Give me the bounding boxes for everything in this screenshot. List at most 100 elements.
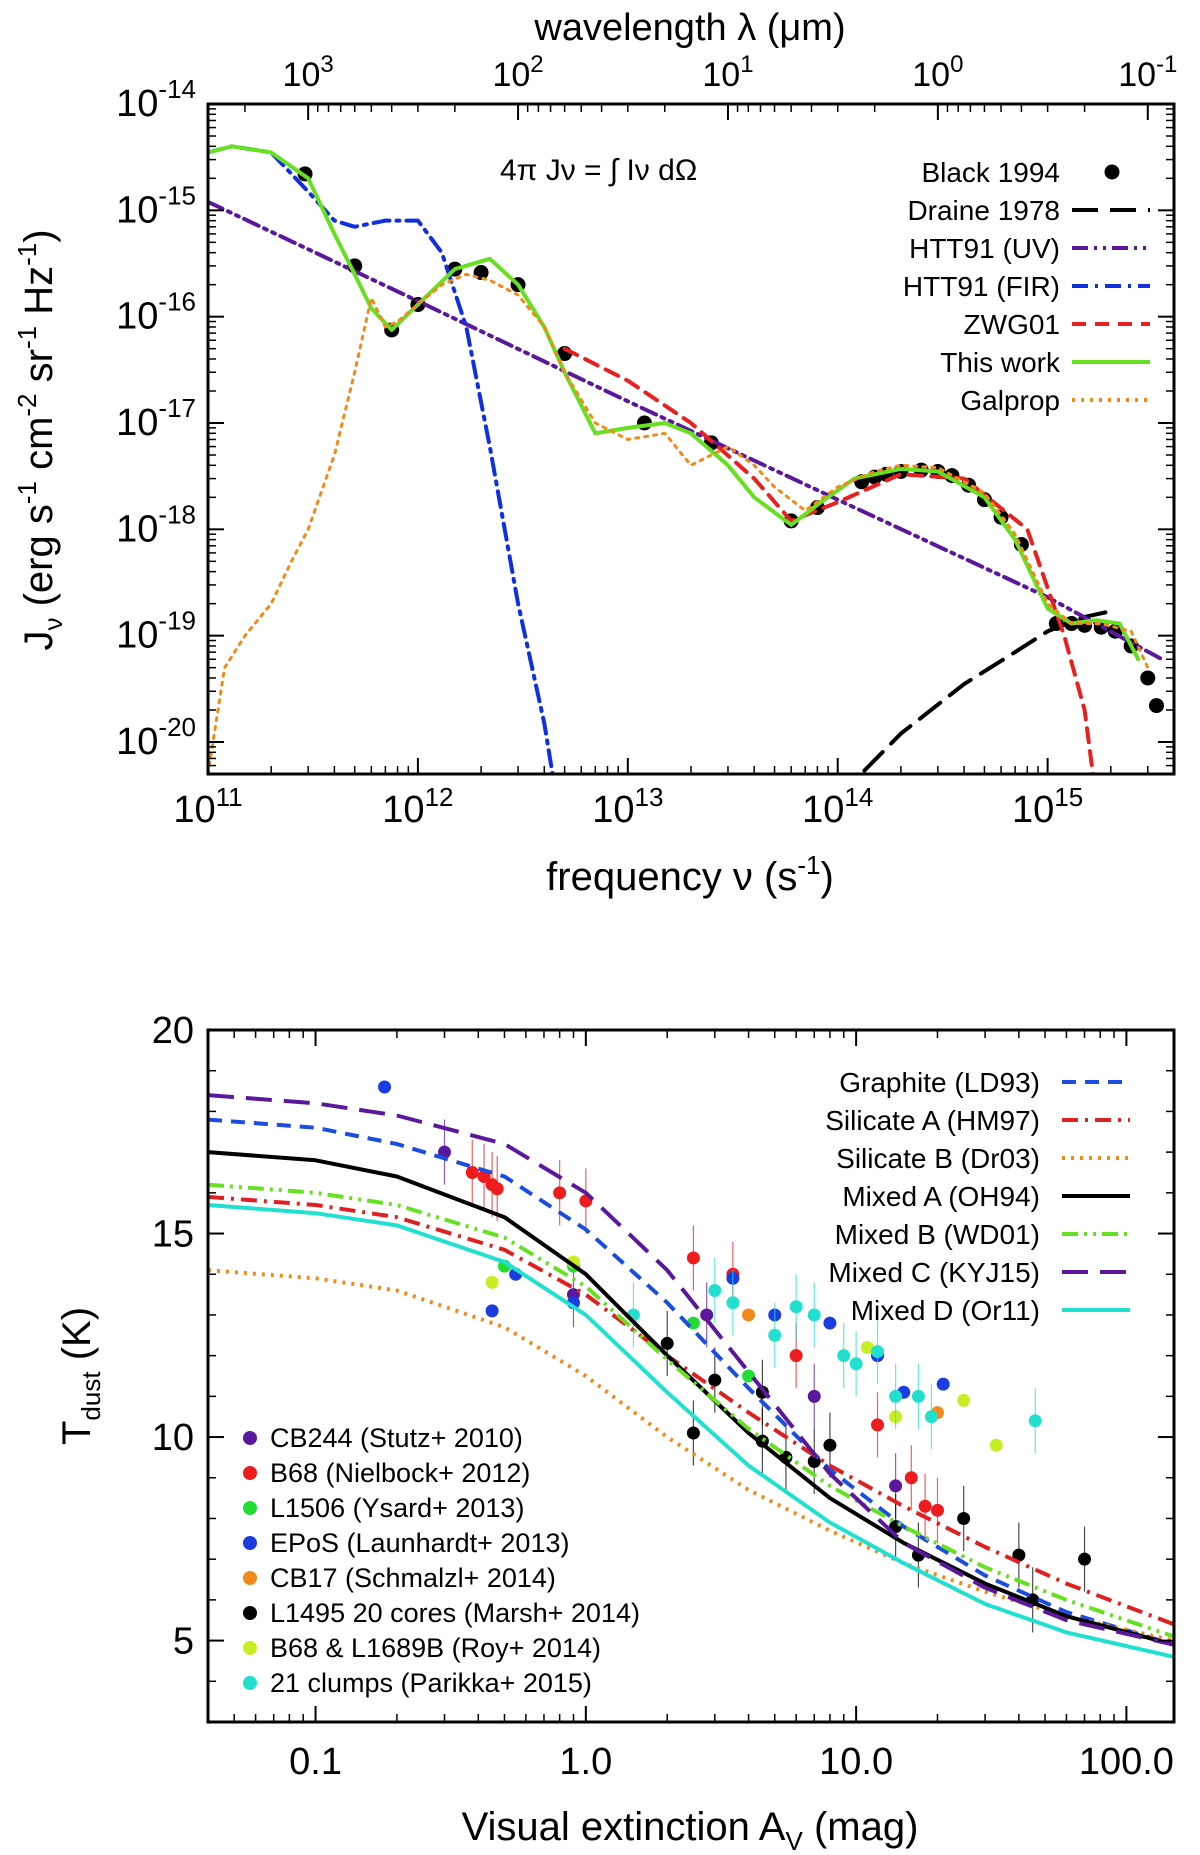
legend-label-mixed-a-oh94: Mixed A (OH94) [842,1181,1040,1212]
obs-point-21-clumps-parikka-2015 [871,1345,885,1359]
legend-label-draine-1978: Draine 1978 [907,195,1060,226]
x-tick-label: 1.0 [559,1741,612,1783]
obs-point-l1495-20-cores-marsh-2014 [686,1426,700,1440]
legend-marker-black-1994 [1104,164,1120,180]
y-tick-label: 15 [152,1214,194,1256]
legend-label-cb244-stutz-2010: CB244 (Stutz+ 2010) [270,1423,523,1453]
legend-label-htt91-uv: HTT91 (UV) [909,233,1060,264]
obs-point-b68-nielbock-2012 [930,1503,944,1517]
model-mixed-c-kyj15 [208,1093,1174,1647]
obs-point-l1495-20-cores-marsh-2014 [1078,1552,1092,1566]
legend-label-b68-nielbock-2012: B68 (Nielbock+ 2012) [270,1458,530,1488]
model-mixed-d-or11 [208,1203,1174,1659]
obs-point-b68-nielbock-2012 [465,1165,479,1179]
tdust-observation-legend: CB244 (Stutz+ 2010) B68 (Nielbock+ 2012) L… [243,1423,640,1698]
legend-label-l1495-20-cores-marsh-2014: L1495 20 cores (Marsh+ 2014) [270,1598,640,1628]
obs-point-b68-nielbock-2012 [686,1251,700,1265]
sed-x-axis-label: frequency ν (s-1) [546,850,834,899]
y-tick-label: 10 [152,1417,194,1459]
obs-point-b68-nielbock-2012 [789,1349,803,1363]
sed-top-axis-label: wavelength λ (μm) [533,7,845,49]
legend-dot-b68-nielbock-2012 [243,1466,257,1480]
obs-point-b68-nielbock-2012 [871,1418,885,1432]
tdust-ticks: 0.1 1.0 10.0 100.0 20 15 10 5 [152,1010,1174,1783]
legend-dot-cb17-schmalzl-2014 [243,1571,257,1585]
sed-equation: 4π Jν = ∫ Iν dΩ [500,154,697,187]
series-draine-1978 [858,609,1113,774]
series-htt91-fir [208,144,555,774]
obs-point-b68-nielbock-2012 [904,1471,918,1485]
top-tick-label: 103 [283,51,334,94]
legend-label-htt91-fir: HTT91 (FIR) [903,271,1060,302]
top-tick-label: 101 [702,51,753,94]
tdust-panel: 0.1 1.0 10.0 100.0 20 15 10 5 Visual extinction… [55,1010,1176,1855]
legend-dot-21-clumps-parikka-2015 [243,1676,257,1690]
obs-point-21-clumps-parikka-2015 [807,1308,821,1322]
legend-dot-l1495-20-cores-marsh-2014 [243,1606,257,1620]
legend-dot-b68-l1689b-roy-2014 [243,1641,257,1655]
obs-point-b68-l1689b-roy-2014 [860,1341,874,1355]
obs-point-l1495-20-cores-marsh-2014 [1012,1548,1026,1562]
obs-point-21-clumps-parikka-2015 [768,1328,782,1342]
obs-point-cb244-stutz-2010 [807,1389,821,1403]
sed-ticks: 1011 1012 1013 1014 1015 10-14 10-15 10-16 10-17… [116,51,1177,831]
y-tick-label: 10-15 [116,180,196,231]
obs-point-b68-nielbock-2012 [553,1186,567,1200]
obs-point-cb244-stutz-2010 [889,1479,903,1493]
obs-point-epos-launhardt-2013 [485,1304,499,1318]
x-tick-label: 1013 [592,782,663,831]
tdust-y-axis-label: Tdust (K) [55,1307,106,1445]
legend-label-cb17-schmalzl-2014: CB17 (Schmalzl+ 2014) [270,1563,556,1593]
legend-dot-cb244-stutz-2010 [243,1431,257,1445]
black1994-point [1148,698,1164,714]
y-tick-label: 10-14 [116,74,196,125]
legend-label-epos-launhardt-2013: EPoS (Launhardt+ 2013) [270,1528,569,1558]
obs-point-l1495-20-cores-marsh-2014 [957,1511,971,1525]
obs-point-21-clumps-parikka-2015 [708,1284,722,1298]
obs-point-21-clumps-parikka-2015 [924,1410,938,1424]
tdust-model-legend: Graphite (LD93) Silicate A (HM97) Silicate… [825,1067,1130,1326]
y-tick-label: 10-20 [116,712,196,763]
x-tick-label: 1015 [1012,782,1083,831]
obs-point-epos-launhardt-2013 [823,1316,837,1330]
obs-point-21-clumps-parikka-2015 [911,1389,925,1403]
obs-point-21-clumps-parikka-2015 [837,1349,851,1363]
legend-label-mixed-b-wd01: Mixed B (WD01) [835,1219,1040,1250]
obs-point-cb17-schmalzl-2014 [742,1308,756,1322]
series-this-work [208,144,1141,662]
obs-point-b68-l1689b-roy-2014 [989,1438,1003,1452]
legend-label-21-clumps-parikka-2015: 21 clumps (Parikka+ 2015) [270,1668,592,1698]
y-tick-label: 5 [173,1621,194,1663]
obs-point-21-clumps-parikka-2015 [1028,1414,1042,1428]
obs-point-21-clumps-parikka-2015 [849,1357,863,1371]
y-tick-label: 20 [152,1010,194,1052]
obs-point-b68-l1689b-roy-2014 [485,1275,499,1289]
tdust-plot-area [208,1080,1174,1659]
top-tick-label: 10-1 [1118,51,1177,94]
obs-point-l1506-ysard-2013 [742,1369,756,1383]
x-tick-label: 1012 [382,782,453,831]
legend-label-mixed-d-or11: Mixed D (Or11) [851,1295,1040,1326]
obs-point-b68-l1689b-roy-2014 [957,1393,971,1407]
legend-label-b68-l1689b-roy-2014: B68 & L1689B (Roy+ 2014) [270,1633,601,1663]
obs-point-21-clumps-parikka-2015 [889,1389,903,1403]
y-tick-label: 10-17 [116,393,196,444]
obs-point-l1495-20-cores-marsh-2014 [708,1373,722,1387]
x-tick-label: 10.0 [819,1741,893,1783]
sed-plot-area [208,144,1164,774]
obs-point-b68-nielbock-2012 [490,1182,504,1196]
top-tick-label: 100 [912,51,963,94]
series-galprop [208,272,1150,774]
sed-panel: 1011 1012 1013 1014 1015 10-14 10-15 10-16 10-17… [12,7,1177,899]
legend-label-silicate-b-dr03: Silicate B (Dr03) [836,1143,1040,1174]
obs-point-cb244-stutz-2010 [700,1308,714,1322]
x-tick-label: 1011 [173,782,242,831]
model-mixed-b-wd01 [208,1182,1174,1639]
tdust-x-axis-label: Visual extinction AV (mag) [462,1805,919,1855]
obs-point-epos-launhardt-2013 [378,1080,392,1094]
obs-point-l1495-20-cores-marsh-2014 [660,1336,674,1350]
y-tick-label: 10-19 [116,606,196,657]
obs-point-l1495-20-cores-marsh-2014 [823,1438,837,1452]
legend-label-galprop: Galprop [960,385,1060,416]
